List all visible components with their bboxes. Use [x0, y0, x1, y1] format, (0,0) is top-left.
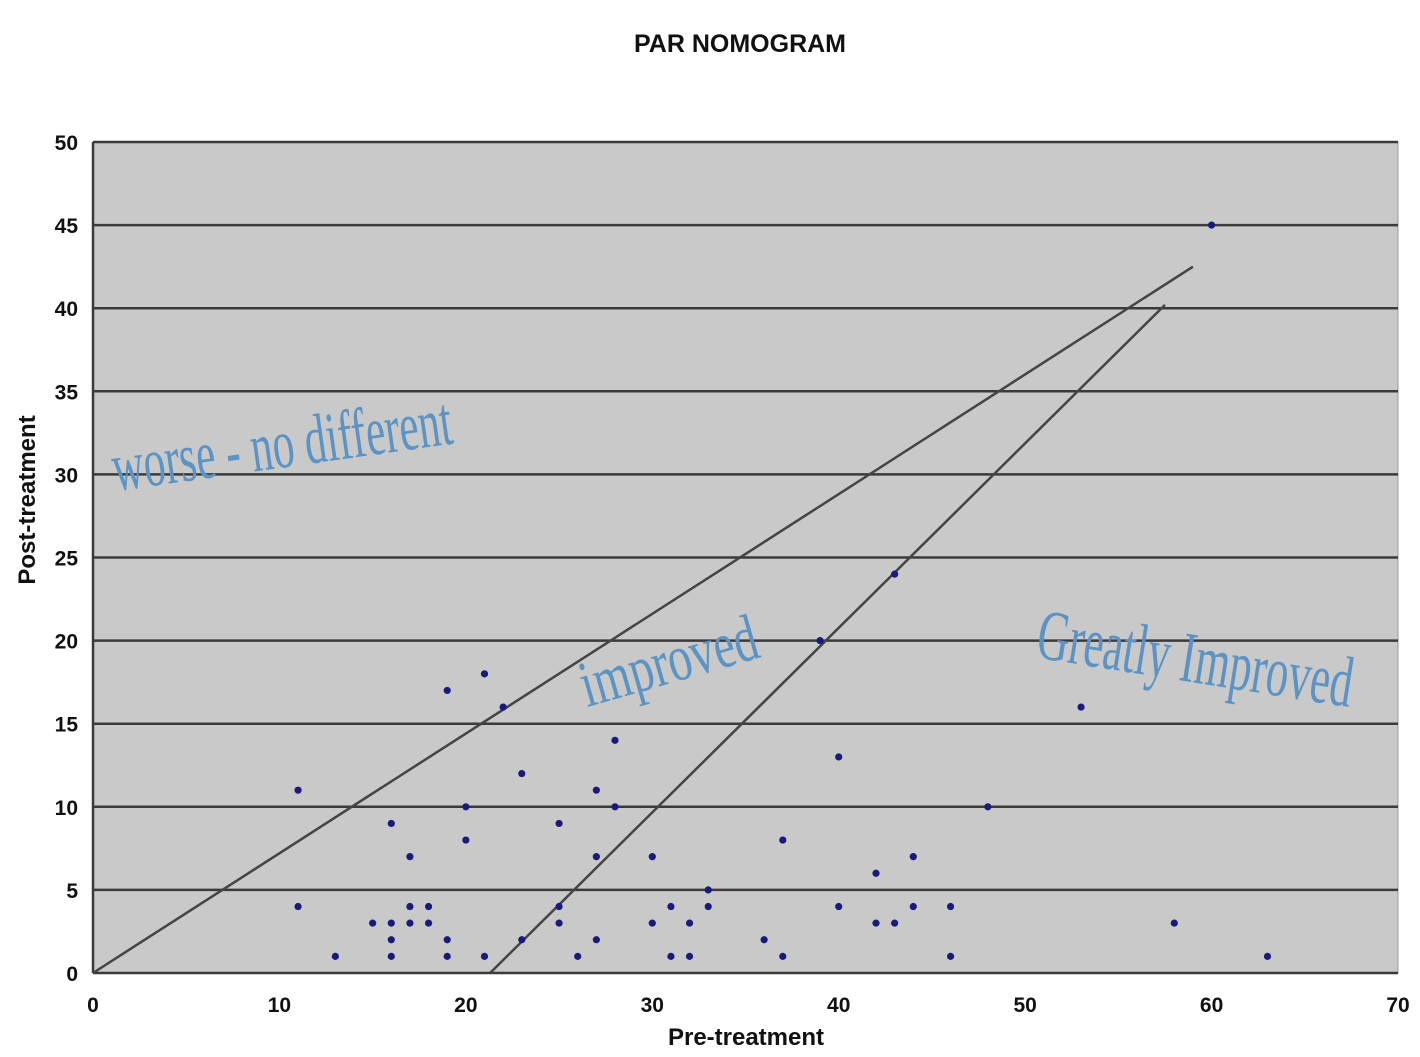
data-point — [499, 703, 507, 711]
data-point — [816, 637, 824, 645]
data-point — [518, 936, 526, 944]
data-point — [387, 952, 395, 960]
data-point — [667, 902, 675, 911]
data-point — [872, 919, 880, 927]
x-tick-labels: 0 10 20 30 40 50 60 70 — [87, 994, 1410, 1017]
data-point — [369, 919, 377, 927]
y-tick-label: 40 — [55, 298, 78, 321]
x-tick-label: 60 — [1200, 994, 1223, 1017]
y-tick-label: 50 — [55, 132, 78, 155]
y-axis-label: Post-treatment — [14, 415, 41, 584]
x-tick-label: 50 — [1013, 994, 1036, 1017]
data-point — [480, 952, 489, 960]
data-point — [685, 919, 694, 927]
x-axis-label: Pre-treatment — [668, 1024, 824, 1051]
data-point — [443, 952, 451, 960]
data-point — [984, 803, 992, 811]
data-point — [611, 803, 619, 811]
data-point — [387, 819, 395, 828]
data-point — [424, 902, 433, 911]
y-tick-label: 0 — [66, 963, 78, 986]
data-point — [294, 902, 302, 911]
y-tick-label: 35 — [55, 381, 79, 404]
data-point — [424, 919, 433, 927]
data-point — [909, 902, 917, 911]
data-point — [480, 670, 489, 678]
chart-title: PAR NOMOGRAM — [634, 30, 846, 58]
y-tick-label: 45 — [55, 215, 79, 238]
x-tick-label: 20 — [454, 994, 477, 1017]
data-point — [331, 952, 339, 960]
data-points — [294, 221, 1272, 960]
x-tick-label: 30 — [641, 994, 664, 1017]
data-point — [1077, 703, 1085, 711]
boundary-line — [489, 303, 1166, 974]
data-point — [909, 853, 917, 861]
data-point — [462, 836, 470, 844]
x-tick-label: 40 — [827, 994, 850, 1017]
x-tick-label: 70 — [1386, 994, 1409, 1017]
gridlines — [91, 140, 1398, 975]
data-point — [667, 952, 675, 960]
y-tick-label: 5 — [66, 880, 78, 903]
data-point — [1170, 919, 1178, 927]
data-point — [779, 836, 787, 844]
data-point — [891, 919, 899, 927]
data-point — [835, 902, 843, 911]
data-point — [835, 753, 843, 761]
data-point — [946, 902, 955, 911]
data-point — [555, 819, 563, 828]
data-point — [1263, 952, 1272, 960]
data-point — [1207, 221, 1216, 229]
data-point — [592, 853, 600, 861]
data-point — [462, 803, 470, 811]
boundary-line — [92, 265, 1194, 975]
data-point — [592, 936, 600, 944]
data-point — [611, 736, 619, 744]
data-point — [685, 952, 694, 960]
data-point — [872, 869, 880, 877]
data-point — [555, 919, 563, 927]
data-point — [779, 952, 787, 960]
data-point — [704, 886, 712, 894]
data-point — [704, 902, 712, 911]
y-tick-label: 30 — [55, 464, 78, 487]
data-point — [518, 769, 526, 778]
data-point — [387, 936, 395, 944]
data-point — [760, 936, 768, 944]
x-tick-label: 0 — [87, 994, 99, 1017]
data-point — [294, 786, 302, 794]
data-point — [592, 786, 600, 794]
y-tick-label: 25 — [55, 548, 79, 571]
data-point — [443, 686, 451, 695]
data-point — [406, 919, 414, 927]
x-tick-label: 10 — [268, 994, 291, 1017]
data-point — [574, 952, 582, 960]
data-point — [406, 853, 414, 861]
data-point — [406, 902, 414, 911]
data-point — [555, 902, 563, 911]
y-tick-label: 10 — [55, 797, 78, 820]
y-tick-label: 20 — [55, 631, 78, 654]
data-point — [443, 936, 451, 944]
y-tick-labels: 0 5 10 15 20 25 30 35 40 45 50 — [55, 132, 79, 986]
data-point — [946, 952, 955, 960]
data-point — [387, 919, 395, 927]
data-point — [891, 570, 899, 578]
y-tick-label: 15 — [55, 714, 79, 737]
data-point — [648, 853, 656, 861]
data-point — [648, 919, 656, 927]
boundary-lines — [92, 265, 1194, 975]
